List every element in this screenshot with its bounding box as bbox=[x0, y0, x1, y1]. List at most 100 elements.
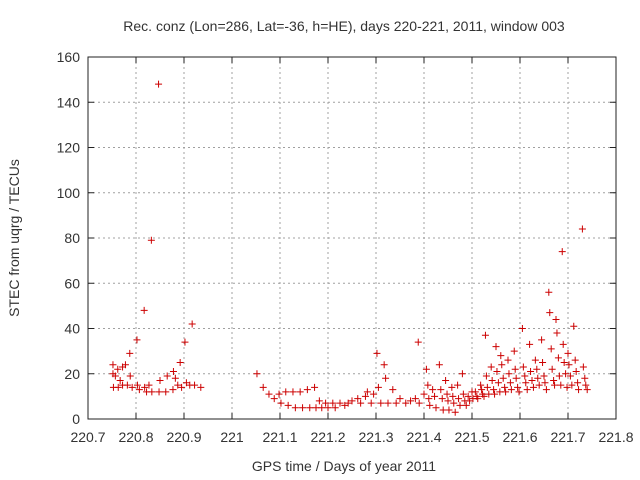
data-point bbox=[414, 338, 422, 346]
data-point bbox=[311, 383, 319, 391]
data-point bbox=[373, 349, 381, 357]
data-point bbox=[502, 388, 510, 396]
data-point bbox=[557, 381, 565, 389]
data-point bbox=[435, 361, 443, 369]
data-point bbox=[141, 383, 149, 391]
x-tick-label: 221.3 bbox=[358, 429, 393, 445]
data-points bbox=[109, 80, 591, 416]
data-point bbox=[563, 383, 571, 391]
data-point bbox=[481, 331, 489, 339]
data-point bbox=[162, 388, 170, 396]
data-point bbox=[570, 322, 578, 330]
data-point bbox=[357, 399, 365, 407]
x-tick-label: 220.8 bbox=[118, 429, 153, 445]
data-point bbox=[197, 383, 205, 391]
data-point bbox=[382, 374, 390, 382]
data-point bbox=[354, 395, 362, 403]
x-tick-label: 220.7 bbox=[70, 429, 105, 445]
data-point bbox=[429, 386, 437, 394]
data-point bbox=[392, 399, 400, 407]
data-point bbox=[553, 329, 561, 337]
data-point bbox=[526, 340, 534, 348]
data-point bbox=[445, 406, 453, 414]
data-point bbox=[370, 390, 378, 398]
data-point bbox=[560, 358, 568, 366]
chart-title: Rec. conz (Lon=286, Lat=-36, h=HE), days… bbox=[123, 18, 565, 34]
data-point bbox=[374, 383, 382, 391]
data-point bbox=[514, 383, 522, 391]
x-axis-label: GPS time / Days of year 2011 bbox=[252, 458, 436, 474]
data-point bbox=[133, 381, 141, 389]
grid-lines bbox=[88, 57, 616, 419]
y-tick-label: 0 bbox=[72, 411, 80, 427]
data-point bbox=[389, 386, 397, 394]
y-tick-label: 120 bbox=[57, 140, 81, 156]
data-point bbox=[506, 379, 514, 387]
data-point bbox=[568, 381, 576, 389]
data-point bbox=[318, 404, 326, 412]
data-point bbox=[482, 372, 490, 380]
data-point bbox=[519, 363, 527, 371]
x-tick-label: 221.7 bbox=[550, 429, 585, 445]
data-point bbox=[531, 356, 539, 364]
data-point bbox=[581, 374, 589, 382]
data-point bbox=[464, 392, 472, 400]
data-point bbox=[541, 379, 549, 387]
data-point bbox=[438, 395, 446, 403]
plot-frame bbox=[87, 56, 617, 420]
data-point bbox=[424, 381, 432, 389]
data-point bbox=[459, 390, 467, 398]
data-point bbox=[546, 309, 554, 317]
data-point bbox=[155, 80, 163, 88]
data-point bbox=[487, 363, 495, 371]
data-point bbox=[565, 361, 573, 369]
data-point bbox=[163, 372, 171, 380]
data-point bbox=[444, 397, 452, 405]
y-tick-label: 80 bbox=[64, 230, 80, 246]
data-point bbox=[462, 401, 470, 409]
data-point bbox=[477, 381, 485, 389]
data-point bbox=[169, 386, 177, 394]
data-point bbox=[554, 354, 562, 362]
data-point bbox=[478, 386, 486, 394]
y-tick-label: 100 bbox=[57, 185, 81, 201]
data-point bbox=[329, 399, 337, 407]
data-point bbox=[494, 379, 502, 387]
x-tick-label: 221.1 bbox=[262, 429, 297, 445]
data-point bbox=[578, 225, 586, 233]
y-tick-labels: 0 20 40 60 80 100 120 140 160 bbox=[57, 49, 81, 427]
data-point bbox=[169, 367, 177, 375]
data-point bbox=[289, 388, 297, 396]
data-point bbox=[545, 288, 553, 296]
data-point bbox=[510, 347, 518, 355]
data-point bbox=[147, 236, 155, 244]
data-point bbox=[133, 336, 141, 344]
data-point bbox=[259, 383, 267, 391]
data-point bbox=[547, 345, 555, 353]
data-point bbox=[558, 248, 566, 256]
data-point bbox=[498, 361, 506, 369]
data-point bbox=[324, 404, 332, 412]
data-point bbox=[507, 386, 515, 394]
data-point bbox=[555, 372, 563, 380]
data-point bbox=[411, 395, 419, 403]
data-point bbox=[542, 386, 550, 394]
data-point bbox=[426, 401, 434, 409]
data-point bbox=[109, 361, 117, 369]
data-point bbox=[571, 356, 579, 364]
x-tick-label: 221.6 bbox=[502, 429, 537, 445]
data-point bbox=[348, 397, 356, 405]
data-point bbox=[315, 397, 323, 405]
data-point bbox=[363, 388, 371, 396]
data-point bbox=[582, 381, 590, 389]
data-point bbox=[155, 388, 163, 396]
y-tick-label: 40 bbox=[64, 321, 80, 337]
data-point bbox=[191, 381, 199, 389]
data-point bbox=[402, 399, 410, 407]
data-point bbox=[148, 388, 156, 396]
data-point bbox=[527, 367, 535, 375]
data-point bbox=[135, 386, 143, 394]
data-point bbox=[299, 404, 307, 412]
data-point bbox=[432, 404, 440, 412]
data-point bbox=[566, 372, 574, 380]
